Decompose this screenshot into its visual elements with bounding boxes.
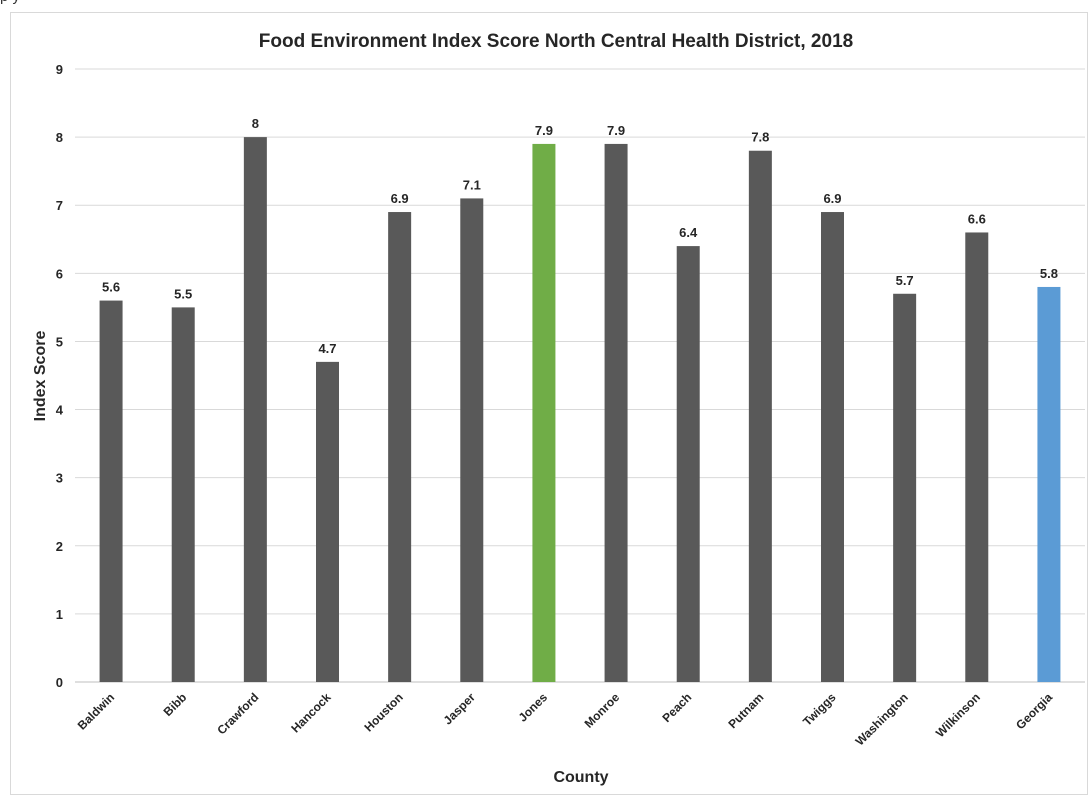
data-label-crawford: 8 xyxy=(252,116,259,131)
y-tick-label: 0 xyxy=(56,675,63,690)
x-tick-label: Putnam xyxy=(725,690,766,731)
bar-crawford xyxy=(243,137,267,683)
y-tick-label: 8 xyxy=(56,130,63,145)
bar-jones xyxy=(532,143,556,682)
bar-jasper xyxy=(460,198,484,682)
x-tick-label: Peach xyxy=(659,690,694,725)
data-label-monroe: 7.9 xyxy=(607,123,625,138)
bar-georgia xyxy=(1037,286,1061,682)
bar-washington xyxy=(893,293,917,682)
data-labels: 5.6 5.5 8 4.7 6.9 7.1 7.9 7.9 6.4 7.8 6.9 5.7 6.6 5.8 xyxy=(102,116,1058,356)
y-axis-ticks: 0 1 2 3 4 5 6 7 8 9 xyxy=(56,62,64,690)
x-tick-label: Wilkinson xyxy=(933,690,983,740)
data-label-putnam: 7.8 xyxy=(751,130,769,145)
y-tick-label: 2 xyxy=(56,539,63,554)
y-tick-label: 7 xyxy=(56,198,63,213)
data-label-washington: 5.7 xyxy=(896,273,914,288)
data-label-peach: 6.4 xyxy=(679,225,698,240)
y-tick-label: 3 xyxy=(56,471,63,486)
bar-monroe xyxy=(604,143,628,682)
x-axis-ticks: Baldwin Bibb Crawford Hancock Houston Jasper J… xyxy=(75,690,1056,748)
bar-putnam xyxy=(748,150,772,682)
gridlines xyxy=(75,68,1085,683)
x-tick-label: Twiggs xyxy=(800,690,839,729)
x-tick-label: Monroe xyxy=(582,690,623,731)
data-label-georgia: 5.8 xyxy=(1040,266,1058,281)
data-label-houston: 6.9 xyxy=(391,191,409,206)
bar-baldwin xyxy=(99,300,123,682)
x-tick-label: Georgia xyxy=(1013,690,1055,732)
y-tick-label: 5 xyxy=(56,334,63,349)
x-tick-label: Washington xyxy=(853,690,911,748)
data-label-twiggs: 6.9 xyxy=(823,191,841,206)
y-tick-label: 6 xyxy=(56,266,63,281)
data-label-jones: 7.9 xyxy=(535,123,553,138)
x-tick-label: Jones xyxy=(516,690,551,725)
bar-twiggs xyxy=(821,212,844,683)
data-label-bibb: 5.5 xyxy=(174,286,192,301)
figure-caption: p y xyxy=(0,0,20,5)
x-tick-label: Jasper xyxy=(441,690,478,727)
x-tick-label: Hancock xyxy=(288,690,334,736)
bar-bibb xyxy=(171,307,195,682)
bar-hancock xyxy=(316,361,339,682)
x-axis-label: County xyxy=(553,769,608,786)
x-tick-label: Baldwin xyxy=(75,690,117,732)
chart-title: Food Environment Index Score North Centr… xyxy=(259,31,853,52)
bar-houston xyxy=(388,212,412,683)
bars xyxy=(99,137,1061,683)
y-tick-label: 4 xyxy=(56,403,64,418)
y-tick-label: 9 xyxy=(56,62,63,77)
y-axis-label: Index Score xyxy=(32,331,49,422)
x-tick-label: Crawford xyxy=(214,690,261,737)
bar-peach xyxy=(676,246,700,683)
y-tick-label: 1 xyxy=(56,607,63,622)
data-label-jasper: 7.1 xyxy=(463,177,481,192)
x-tick-label: Houston xyxy=(361,690,405,734)
bar-wilkinson xyxy=(965,232,989,682)
data-label-wilkinson: 6.6 xyxy=(968,211,986,226)
x-tick-label: Bibb xyxy=(161,690,190,719)
data-label-hancock: 4.7 xyxy=(318,341,336,356)
data-label-baldwin: 5.6 xyxy=(102,280,120,295)
